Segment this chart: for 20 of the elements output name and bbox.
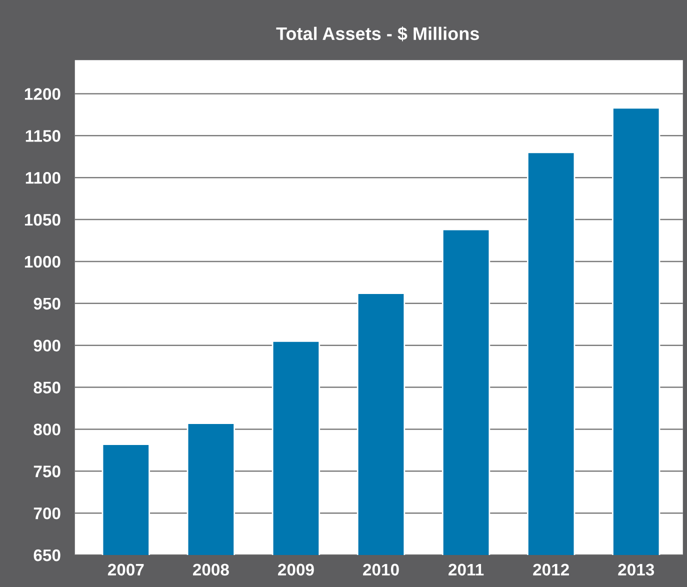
x-tick-label: 2010: [363, 564, 399, 576]
y-tick-label: 1000: [24, 256, 60, 268]
y-tick-label: 1050: [24, 214, 60, 226]
y-tick-label: 650: [34, 549, 60, 562]
y-tick-label: 1100: [26, 172, 60, 184]
y-tick-label: 750: [34, 466, 60, 478]
y-tick-label: 800: [34, 424, 60, 436]
x-tick-label: 2011: [448, 564, 484, 576]
x-tick-label: 2013: [618, 564, 654, 576]
x-tick-label: 2012: [533, 564, 569, 576]
y-tick-label: 1200: [24, 88, 60, 100]
x-tick-label: 2007: [108, 564, 144, 576]
y-tick-label: 900: [34, 340, 60, 352]
y-tick-label: 950: [34, 298, 60, 310]
y-tick-label: 700: [34, 507, 60, 520]
y-tick-label: 850: [34, 382, 60, 394]
x-tick-label: 2009: [278, 564, 314, 576]
chart-title: Total Assets - $ Millions: [276, 26, 479, 42]
x-tick-label: 2008: [192, 564, 229, 576]
y-tick-label: 1150: [26, 130, 60, 142]
